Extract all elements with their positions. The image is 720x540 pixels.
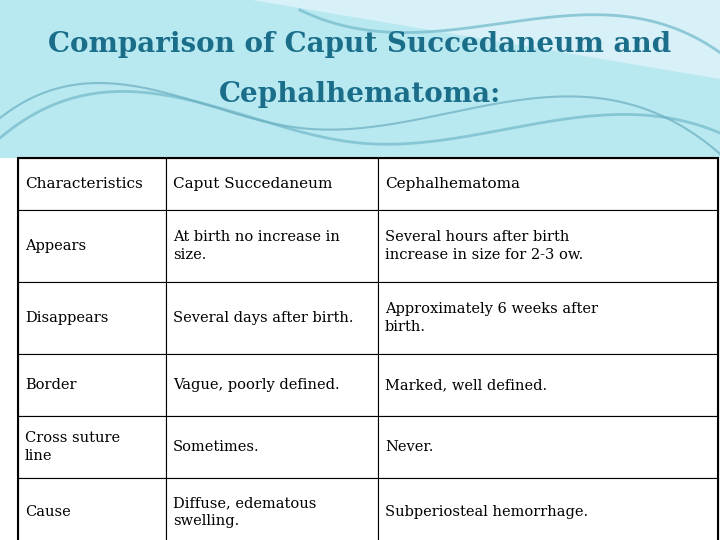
Bar bbox=[166, 354, 378, 416]
Text: Border: Border bbox=[25, 378, 76, 392]
Text: Approximately 6 weeks after
birth.: Approximately 6 weeks after birth. bbox=[385, 302, 598, 334]
Text: Diffuse, edematous
swelling.: Diffuse, edematous swelling. bbox=[173, 496, 316, 528]
Bar bbox=[18, 478, 166, 540]
Text: Characteristics: Characteristics bbox=[25, 177, 143, 191]
Text: Vague, poorly defined.: Vague, poorly defined. bbox=[173, 378, 340, 392]
Bar bbox=[378, 354, 718, 416]
Text: Comparison of Caput Succedaneum and: Comparison of Caput Succedaneum and bbox=[48, 31, 672, 58]
Bar bbox=[18, 354, 166, 416]
Bar bbox=[166, 416, 378, 478]
Text: Cephalhematoma:: Cephalhematoma: bbox=[219, 82, 501, 109]
Text: Cephalhematoma: Cephalhematoma bbox=[385, 177, 520, 191]
Text: Subperiosteal hemorrhage.: Subperiosteal hemorrhage. bbox=[385, 505, 588, 519]
Bar bbox=[378, 478, 718, 540]
Bar bbox=[378, 158, 718, 210]
Bar bbox=[166, 158, 378, 210]
Text: Several hours after birth
increase in size for 2-3 ow.: Several hours after birth increase in si… bbox=[385, 230, 583, 262]
Bar bbox=[378, 282, 718, 354]
Text: Caput Succedaneum: Caput Succedaneum bbox=[173, 177, 333, 191]
Bar bbox=[166, 210, 378, 282]
Bar bbox=[166, 478, 378, 540]
Text: Never.: Never. bbox=[385, 440, 433, 454]
Text: Disappears: Disappears bbox=[25, 311, 109, 325]
Text: Cross suture
line: Cross suture line bbox=[25, 431, 120, 463]
Bar bbox=[18, 282, 166, 354]
Text: At birth no increase in
size.: At birth no increase in size. bbox=[173, 230, 340, 262]
Bar bbox=[18, 210, 166, 282]
Bar bbox=[18, 158, 718, 540]
Bar bbox=[378, 210, 718, 282]
Text: Sometimes.: Sometimes. bbox=[173, 440, 260, 454]
Text: Cause: Cause bbox=[25, 505, 71, 519]
Bar bbox=[0, 0, 720, 158]
Polygon shape bbox=[252, 0, 720, 79]
Text: Several days after birth.: Several days after birth. bbox=[173, 311, 354, 325]
Bar bbox=[166, 282, 378, 354]
Bar bbox=[378, 416, 718, 478]
Text: Appears: Appears bbox=[25, 239, 86, 253]
Text: Marked, well defined.: Marked, well defined. bbox=[385, 378, 547, 392]
Bar bbox=[18, 416, 166, 478]
Bar bbox=[18, 158, 166, 210]
